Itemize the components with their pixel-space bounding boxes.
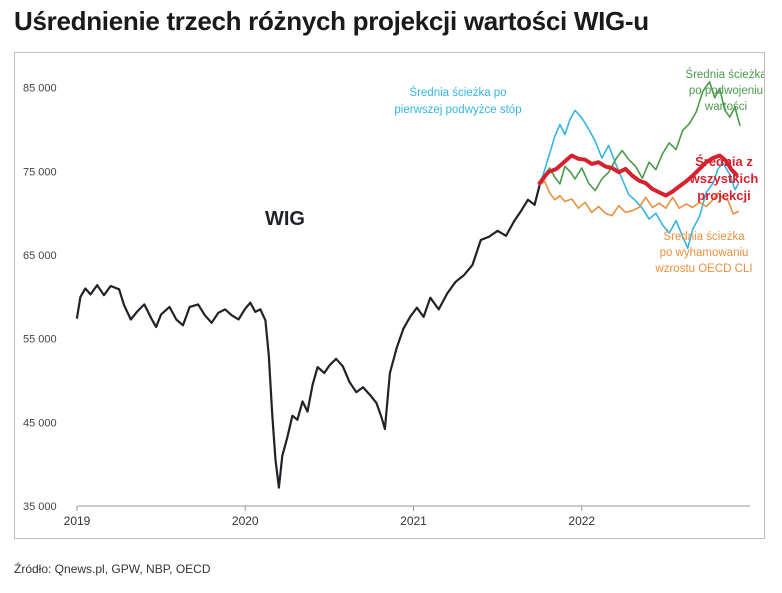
chart-svg: 35 000 45 000 55 000 65 000 75 000 85 000 2019… [23, 68, 767, 528]
blue-projection-line [538, 109, 739, 250]
source-note: Źródło: Qnews.pl, GPW, NBP, OECD [14, 562, 211, 576]
y-tick-label: 45 000 [23, 417, 57, 429]
wig-line [75, 183, 541, 489]
y-tick-label: 65 000 [23, 250, 57, 262]
blue-projection-label: Średnia ścieżka po pierwszej podwyżce stó… [394, 86, 521, 116]
series-layer [75, 81, 741, 489]
x-tick-label: 2021 [400, 514, 427, 528]
y-tick-label: 35 000 [23, 501, 57, 513]
x-tick-label: 2020 [232, 514, 259, 528]
chart-title: Uśrednienie trzech różnych projekcji war… [14, 6, 649, 36]
y-tick-label: 75 000 [23, 166, 57, 178]
wig-label: WIG [265, 208, 305, 230]
chart-frame: 35 000 45 000 55 000 65 000 75 000 85 000 2019… [14, 52, 767, 539]
red-average-line [537, 153, 739, 198]
x-tick-label: 2019 [64, 514, 91, 528]
green-projection-label: Średnia ścieżka po podwojeniu wartości [685, 68, 764, 113]
y-tick-label: 85 000 [23, 83, 57, 95]
average-projection-label: Średnia z wszystkich projekcji [689, 154, 759, 203]
orange-projection-label: Średnia ścieżka po wyhamowaniu wzrostu OEC… [654, 230, 752, 275]
y-tick-label: 55 000 [23, 334, 57, 346]
orange-projection-line [538, 180, 739, 217]
green-projection-line [538, 81, 741, 192]
label-layer: WIG Średnia ścieżka po pierwszej podwyżce … [265, 68, 767, 275]
axis-layer: 35 000 45 000 55 000 65 000 75 000 85 000 2019… [23, 83, 750, 528]
x-tick-label: 2022 [568, 514, 595, 528]
